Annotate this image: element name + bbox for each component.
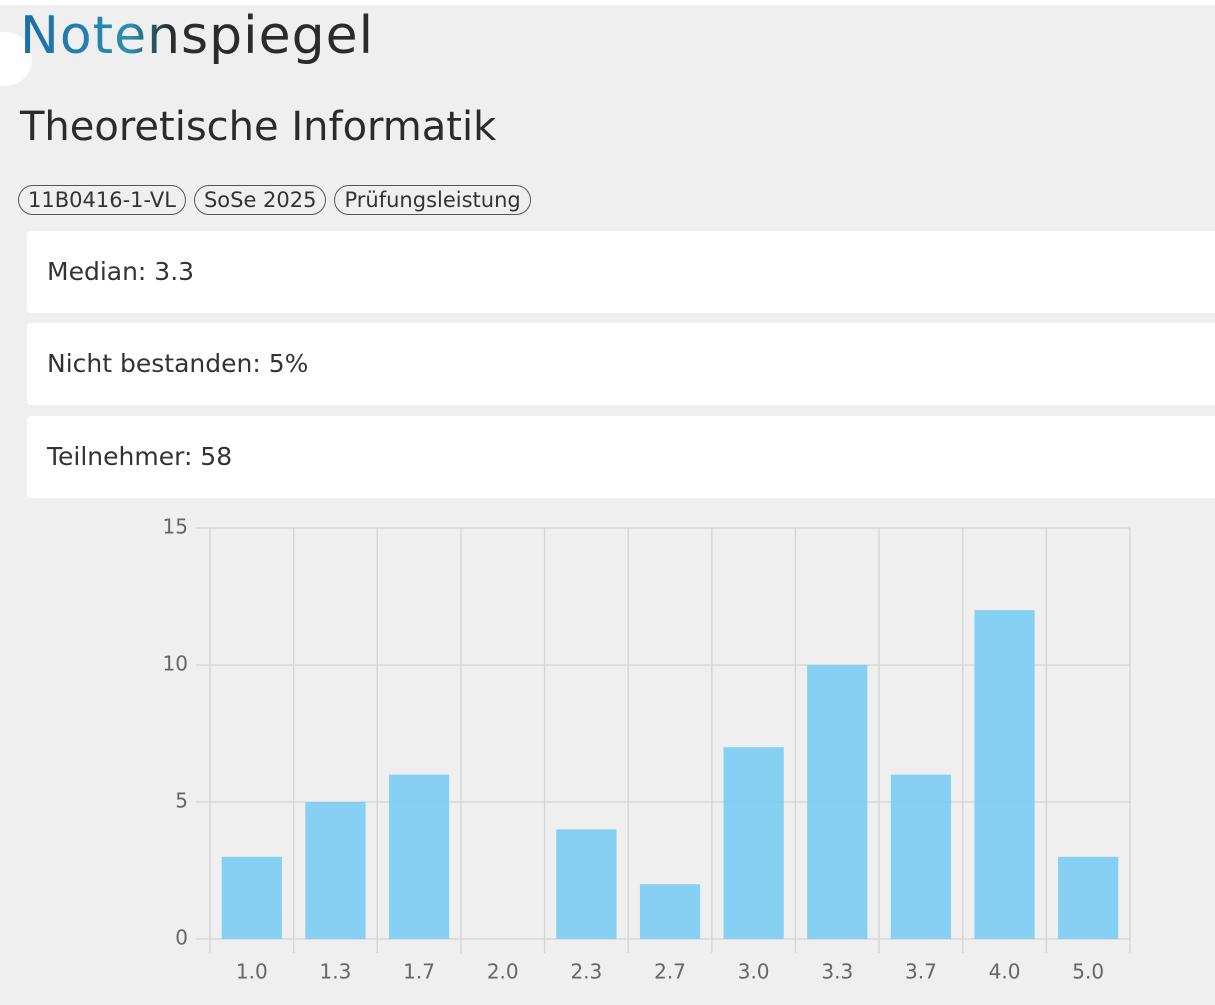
bar [556, 829, 617, 939]
course-title: Theoretische Informatik [20, 104, 497, 150]
chip: 11B0416-1-VL [18, 185, 186, 215]
bar [221, 856, 282, 939]
chart: 0 5 10 15 1.0 1.3 1.7 2.0 2.3 2.7 3.0 3.3 3.7 4.0 5.0 [163, 515, 1131, 984]
x-tick-label: 2.7 [654, 960, 686, 984]
chip-row: 11B0416-1-VL SoSe 2025 Prüfungsleistung [18, 185, 531, 215]
x-tick-label: 1.0 [236, 960, 268, 984]
stat-card: Median: 3.3 [27, 231, 1215, 313]
chip: Prüfungsleistung [334, 185, 531, 215]
y-tick-label: 10 [163, 652, 188, 676]
x-tick-label: 3.3 [821, 960, 853, 984]
bar [723, 747, 784, 939]
top-bar [0, 0, 1215, 5]
bar [1058, 856, 1119, 939]
x-tick-label: 1.3 [320, 960, 352, 984]
x-tick-label: 5.0 [1072, 960, 1104, 984]
bar [807, 665, 868, 939]
y-tick-label: 0 [175, 926, 188, 950]
bar [305, 802, 366, 939]
bar [388, 774, 450, 939]
page-title: Notenspiegel [20, 6, 375, 66]
x-tick-label: 1.7 [403, 960, 435, 984]
stat-card: Nicht bestanden: 5% [27, 323, 1215, 405]
bar [974, 610, 1035, 939]
x-tick-label: 2.0 [487, 960, 519, 984]
x-tick-label: 4.0 [989, 960, 1021, 984]
y-tick-label: 15 [163, 515, 188, 539]
x-tick-label: 3.0 [738, 960, 770, 984]
x-tick-label: 3.7 [905, 960, 937, 984]
y-tick-label: 5 [175, 789, 188, 813]
stat-card: Teilnehmer: 58 [27, 416, 1215, 498]
bar [639, 884, 701, 939]
chip: SoSe 2025 [193, 185, 327, 215]
bar [890, 774, 952, 939]
x-tick-label: 2.3 [570, 960, 602, 984]
